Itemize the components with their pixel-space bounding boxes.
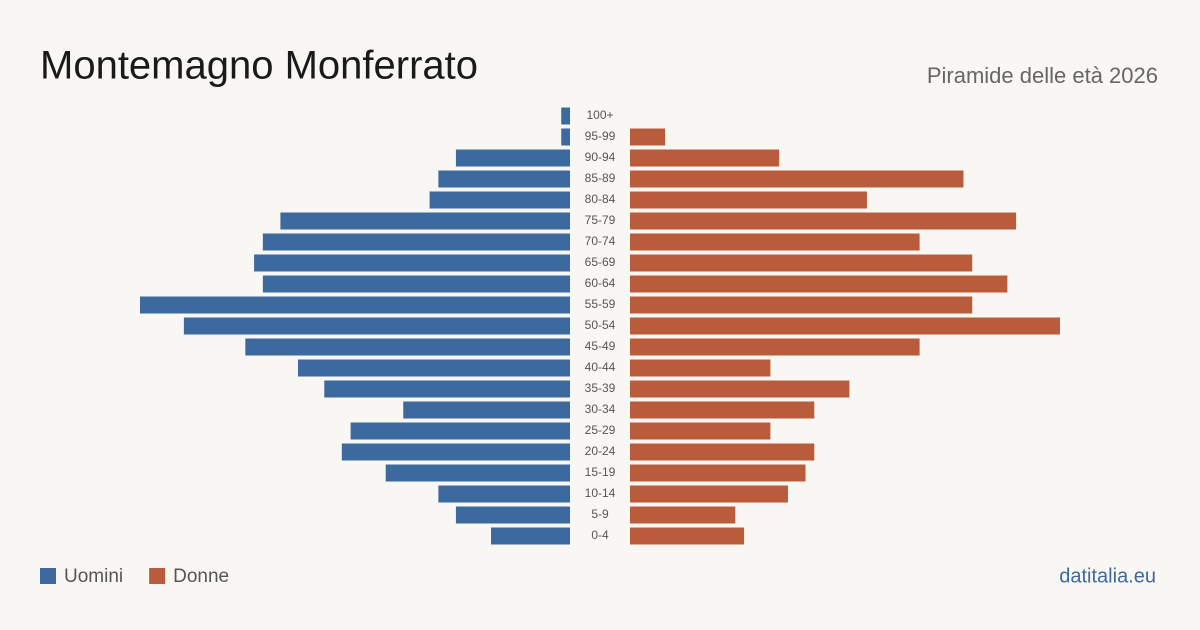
bar bbox=[262, 275, 570, 293]
age-label: 20-24 bbox=[585, 444, 616, 458]
bar bbox=[254, 254, 570, 272]
bar bbox=[561, 107, 570, 125]
bar bbox=[630, 506, 736, 524]
bar bbox=[183, 317, 570, 335]
bar bbox=[630, 128, 666, 146]
age-label: 65-69 bbox=[585, 255, 616, 269]
bar bbox=[385, 464, 570, 482]
age-label: 70-74 bbox=[585, 234, 616, 248]
age-label: 50-54 bbox=[585, 318, 616, 332]
source: datitalia.eu bbox=[1059, 565, 1156, 587]
age-label: 5-9 bbox=[591, 507, 609, 521]
age-label: 100+ bbox=[586, 108, 613, 122]
bar bbox=[630, 338, 920, 356]
age-label: 15-19 bbox=[585, 465, 616, 479]
bar bbox=[438, 170, 570, 188]
bar bbox=[429, 191, 570, 209]
bar bbox=[245, 338, 570, 356]
legend-label: Uomini bbox=[64, 566, 123, 587]
age-label: 80-84 bbox=[585, 192, 616, 206]
chart-title: Montemagno Monferrato bbox=[40, 44, 478, 88]
bar bbox=[630, 443, 815, 461]
bar bbox=[630, 212, 1017, 230]
bar bbox=[630, 317, 1060, 335]
bar bbox=[561, 128, 570, 146]
bar bbox=[630, 296, 973, 314]
bar bbox=[630, 527, 745, 545]
age-label: 40-44 bbox=[585, 360, 616, 374]
bar bbox=[630, 170, 964, 188]
bar bbox=[438, 485, 570, 503]
age-label: 10-14 bbox=[585, 486, 616, 500]
bar bbox=[630, 233, 920, 251]
bar bbox=[630, 359, 771, 377]
legend-swatch bbox=[40, 568, 56, 584]
bar bbox=[403, 401, 570, 419]
bar bbox=[630, 380, 850, 398]
age-label: 55-59 bbox=[585, 297, 616, 311]
legend-swatch bbox=[149, 568, 166, 584]
bar bbox=[297, 359, 570, 377]
bar bbox=[630, 275, 1008, 293]
age-label: 60-64 bbox=[585, 276, 616, 290]
age-label: 30-34 bbox=[585, 402, 616, 416]
age-label: 0-4 bbox=[591, 528, 609, 542]
bar bbox=[262, 233, 570, 251]
legend-label: Donne bbox=[173, 566, 229, 587]
bar bbox=[630, 422, 771, 440]
age-label: 45-49 bbox=[585, 339, 616, 353]
bar bbox=[630, 401, 815, 419]
bar bbox=[630, 464, 806, 482]
age-label: 90-94 bbox=[585, 150, 616, 164]
age-label: 85-89 bbox=[585, 171, 616, 185]
bar bbox=[630, 254, 973, 272]
bar bbox=[140, 296, 570, 314]
age-label: 75-79 bbox=[585, 213, 616, 227]
bar bbox=[324, 380, 570, 398]
bar bbox=[341, 443, 570, 461]
bar bbox=[630, 485, 788, 503]
bar bbox=[630, 149, 780, 167]
bar bbox=[455, 149, 570, 167]
age-label: 35-39 bbox=[585, 381, 616, 395]
bar bbox=[630, 191, 867, 209]
bar bbox=[491, 527, 570, 545]
bar bbox=[350, 422, 570, 440]
age-label: 25-29 bbox=[585, 423, 616, 437]
age-label: 95-99 bbox=[585, 129, 616, 143]
chart-subtitle: Piramide delle età 2026 bbox=[927, 63, 1158, 88]
bar bbox=[455, 506, 570, 524]
bar bbox=[280, 212, 570, 230]
